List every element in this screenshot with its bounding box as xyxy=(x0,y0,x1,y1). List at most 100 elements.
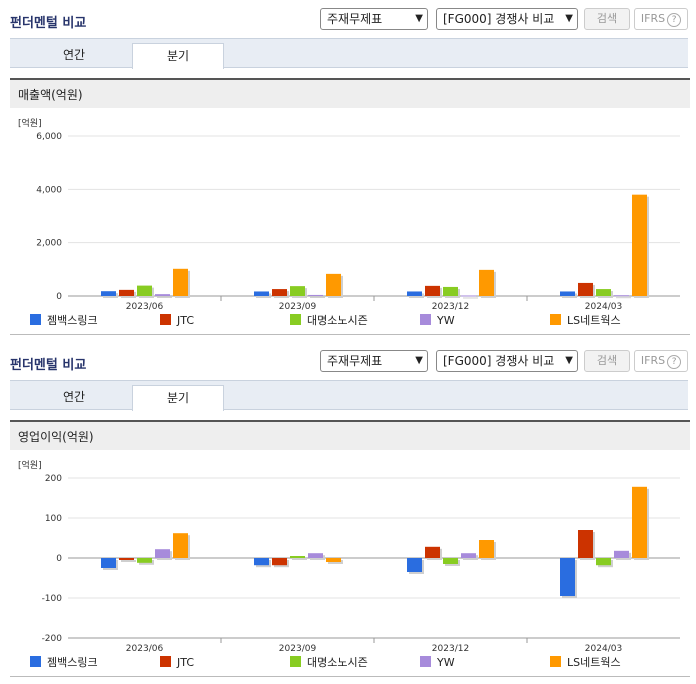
bar xyxy=(596,289,611,296)
bar-shadow xyxy=(157,296,172,298)
bar xyxy=(290,556,305,558)
search-button[interactable]: 검색 xyxy=(584,350,630,372)
period-tabs: 연간 분기 xyxy=(10,380,688,411)
y-tick-label: -200 xyxy=(42,634,63,644)
bar xyxy=(443,558,458,564)
legend-swatch xyxy=(160,314,171,325)
bar xyxy=(578,282,593,296)
bar xyxy=(461,295,476,297)
legend-swatch xyxy=(30,314,41,325)
tab-annual[interactable]: 연간 xyxy=(62,48,86,62)
ifrs-label: IFRS xyxy=(640,354,666,367)
peer-group-select[interactable]: [FG000] 경쟁사 비교 ▼ xyxy=(436,8,578,30)
chart-subtitle: 영업이익(억원) xyxy=(10,420,690,450)
ifrs-label: IFRS xyxy=(640,12,666,25)
legend-label: 대명소노시즌 xyxy=(307,656,368,669)
bar xyxy=(578,530,593,558)
x-tick-label: 2023/12 xyxy=(432,644,469,652)
bar xyxy=(155,294,170,296)
y-tick-label: 100 xyxy=(45,514,62,524)
ifrs-button[interactable]: IFRS? xyxy=(634,8,688,30)
bar xyxy=(560,291,575,296)
bar-shadow xyxy=(292,558,307,560)
x-tick-label: 2023/06 xyxy=(126,302,164,310)
bar xyxy=(254,558,269,566)
bar xyxy=(425,546,440,558)
y-tick-label: 200 xyxy=(45,474,62,484)
chart-legend: 젬백스링크 JTC 대명소노시즌 YW LS네트웍스 xyxy=(10,313,690,331)
bar xyxy=(119,289,134,296)
bar xyxy=(173,533,188,558)
x-tick-label: 2024/03 xyxy=(585,644,622,652)
bar xyxy=(614,550,629,558)
tab-annual[interactable]: 연간 xyxy=(62,390,86,404)
x-tick-label: 2023/09 xyxy=(279,302,317,310)
tab-quarterly[interactable]: 분기 xyxy=(132,43,224,69)
legend-item[interactable]: JTC xyxy=(160,655,194,671)
bar xyxy=(119,558,134,560)
bar xyxy=(272,289,287,296)
legend-swatch xyxy=(160,656,171,667)
bar xyxy=(443,286,458,296)
legend-label: YW xyxy=(437,656,455,669)
bar xyxy=(326,273,341,296)
tab-quarterly[interactable]: 분기 xyxy=(132,385,224,411)
bar xyxy=(137,285,152,296)
chart-subtitle: 매출액(억원) xyxy=(10,78,690,108)
legend-swatch xyxy=(30,656,41,667)
legend-item[interactable]: LS네트웍스 xyxy=(550,655,621,671)
help-icon: ? xyxy=(667,355,682,369)
ifrs-button[interactable]: IFRS? xyxy=(634,350,688,372)
bar xyxy=(254,291,269,296)
legend-label: LS네트웍스 xyxy=(567,314,621,327)
legend-item[interactable]: 대명소노시즌 xyxy=(290,313,368,329)
panel-operating-profit: 펀더멘털 비교 주재무제표 ▼ [FG000] 경쟁사 비교 ▼ 검색 IFRS? … xyxy=(0,342,696,684)
legend-item[interactable]: 대명소노시즌 xyxy=(290,655,368,671)
legend-item[interactable]: 젬백스링크 xyxy=(30,655,98,671)
panel-title: 펀더멘털 비교 xyxy=(10,358,87,373)
bar xyxy=(407,558,422,572)
legend-swatch xyxy=(420,314,431,325)
bar-shadow xyxy=(310,296,325,298)
bar xyxy=(101,291,116,296)
bar xyxy=(560,558,575,596)
bar xyxy=(425,285,440,296)
legend-swatch xyxy=(290,314,301,325)
panel-revenue: 펀더멘털 비교 주재무제표 ▼ [FG000] 경쟁사 비교 ▼ 검색 IFRS? … xyxy=(10,8,690,335)
search-button[interactable]: 검색 xyxy=(584,8,630,30)
legend-item[interactable]: YW xyxy=(420,313,455,329)
bar-shadow xyxy=(121,560,136,562)
divider xyxy=(10,676,690,677)
y-unit-label: [억원] xyxy=(18,117,42,129)
legend-item[interactable]: JTC xyxy=(160,313,194,329)
bar xyxy=(614,295,629,297)
y-tick-label: 4,000 xyxy=(36,185,62,195)
chevron-down-icon: ▼ xyxy=(415,13,423,24)
legend-swatch xyxy=(550,314,561,325)
bar-shadow xyxy=(463,297,478,299)
legend-swatch xyxy=(550,656,561,667)
divider xyxy=(10,334,690,335)
bar xyxy=(272,558,287,566)
y-tick-label: -100 xyxy=(42,594,63,604)
bar xyxy=(632,194,647,296)
peer-group-select[interactable]: [FG000] 경쟁사 비교 ▼ xyxy=(436,350,578,372)
bar xyxy=(308,294,323,296)
statement-select-value: 주재무제표 xyxy=(327,354,383,368)
y-tick-label: 6,000 xyxy=(36,132,62,142)
y-tick-label: 0 xyxy=(56,554,62,564)
bar xyxy=(308,553,323,558)
bar xyxy=(596,558,611,566)
chevron-down-icon: ▼ xyxy=(565,355,573,366)
legend-item[interactable]: LS네트웍스 xyxy=(550,313,621,329)
statement-select[interactable]: 주재무제표 ▼ xyxy=(320,8,428,30)
legend-item[interactable]: YW xyxy=(420,655,455,671)
legend-label: 대명소노시즌 xyxy=(307,314,368,327)
bar xyxy=(632,486,647,558)
statement-select[interactable]: 주재무제표 ▼ xyxy=(320,350,428,372)
chevron-down-icon: ▼ xyxy=(415,355,423,366)
x-tick-label: 2023/09 xyxy=(279,644,317,652)
bar xyxy=(173,268,188,296)
legend-item[interactable]: 젬백스링크 xyxy=(30,313,98,329)
bar-shadow xyxy=(616,297,631,299)
